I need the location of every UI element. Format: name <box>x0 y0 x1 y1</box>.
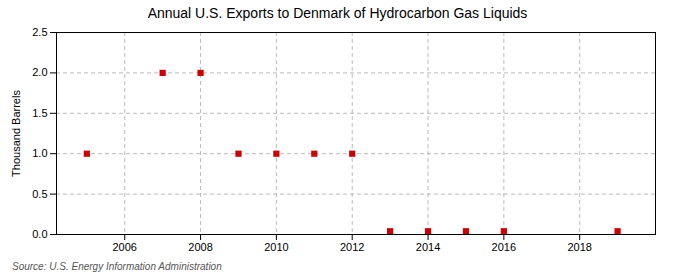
html-text:Annual U.S. Exports to Denmark: Annual U.S. Exports to Denmark of Hydroc… <box>147 5 528 21</box>
svg-text:2016: 2016 <box>492 241 516 253</box>
svg-text:0.0: 0.0 <box>32 228 47 240</box>
svg-text:1.0: 1.0 <box>32 147 47 159</box>
html-text:Source: U.S. Energy Informatio: Source: U.S. Energy Information Administ… <box>12 261 222 272</box>
svg-text:2.5: 2.5 <box>32 26 47 38</box>
svg-text:1.5: 1.5 <box>32 107 47 119</box>
svg-text:2010: 2010 <box>264 241 288 253</box>
svg-text:Thousand Barrels: Thousand Barrels <box>10 90 22 177</box>
svg-text:2008: 2008 <box>188 241 212 253</box>
svg-text:2018: 2018 <box>567 241 591 253</box>
svg-text:2012: 2012 <box>340 241 364 253</box>
svg-text:2006: 2006 <box>112 241 136 253</box>
svg-text:0.5: 0.5 <box>32 188 47 200</box>
svg-text:2.0: 2.0 <box>32 66 47 78</box>
svg-text:2014: 2014 <box>416 241 440 253</box>
